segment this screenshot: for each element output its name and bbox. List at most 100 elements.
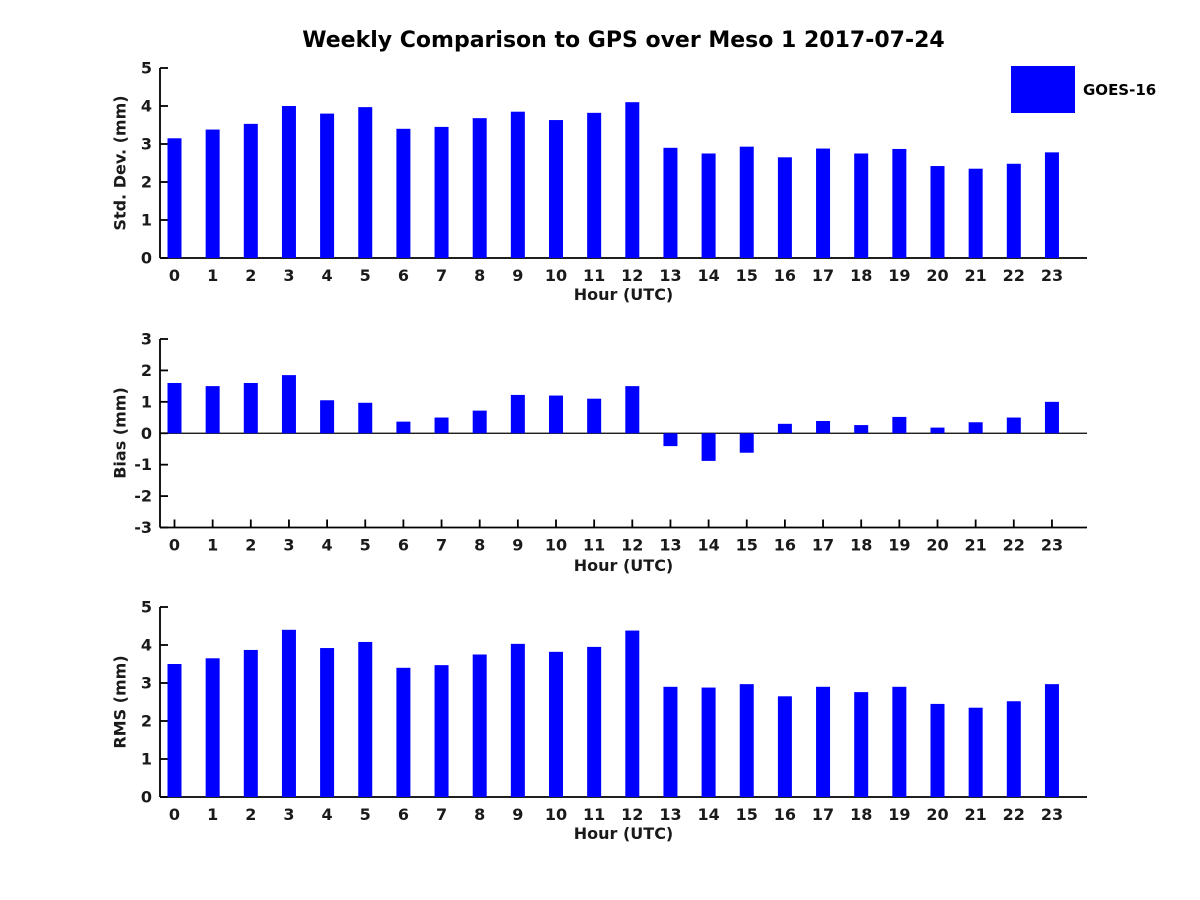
bar-hour-22	[1006, 701, 1021, 797]
bar-hour-8	[472, 410, 487, 434]
x-tick-label: 7	[436, 266, 447, 285]
x-tick-label: 20	[926, 266, 948, 285]
bar-hour-1	[205, 129, 220, 258]
x-tick-label: 12	[621, 805, 643, 824]
bar-hour-22	[1006, 417, 1021, 434]
y-tick-label: 2	[141, 712, 152, 731]
bar-hour-14	[701, 153, 716, 258]
bar-hour-0	[167, 382, 182, 434]
bar-hour-9	[510, 394, 525, 434]
bar-hour-15	[739, 684, 754, 797]
x-tick-label: 21	[965, 266, 987, 285]
x-tick-label: 10	[545, 536, 567, 555]
bar-hour-2	[243, 382, 258, 434]
xlabel-stddev: Hour (UTC)	[573, 285, 674, 304]
bar-hour-14	[701, 687, 716, 797]
x-tick-label: 2	[245, 266, 256, 285]
x-tick-label: 10	[545, 805, 567, 824]
bar-hour-11	[587, 646, 602, 797]
bar-hour-18	[854, 425, 869, 434]
x-tick-label: 7	[436, 805, 447, 824]
x-tick-label: 4	[322, 536, 333, 555]
bar-hour-22	[1006, 163, 1021, 258]
bar-hour-16	[777, 696, 792, 797]
x-tick-label: 13	[659, 266, 681, 285]
x-tick-label: 5	[360, 805, 371, 824]
y-tick-label: 1	[141, 211, 152, 230]
x-tick-label: 9	[512, 536, 523, 555]
bar-hour-10	[549, 120, 563, 258]
y-tick-label: -2	[134, 487, 152, 506]
bar-hour-6	[396, 128, 411, 258]
bar-hour-6	[396, 667, 411, 797]
bar-hour-19	[892, 416, 907, 434]
bar-hour-10	[549, 395, 563, 434]
bar-hour-2	[243, 123, 258, 258]
y-tick-label: 3	[141, 330, 152, 349]
x-tick-label: 14	[697, 536, 719, 555]
x-tick-label: 20	[926, 805, 948, 824]
x-tick-label: 17	[812, 266, 834, 285]
bar-hour-2	[243, 649, 258, 797]
bar-hour-11	[587, 112, 602, 258]
bar-hour-19	[892, 686, 907, 797]
bar-hour-4	[320, 648, 335, 797]
y-tick-label: 3	[141, 674, 152, 693]
bar-hour-20	[930, 427, 945, 434]
bar-hour-7	[434, 126, 449, 259]
x-tick-label: 12	[621, 266, 643, 285]
bar-hour-3	[281, 629, 296, 797]
bar-hour-5	[358, 641, 373, 797]
x-tick-label: 13	[659, 805, 681, 824]
y-tick-label: 3	[141, 135, 152, 154]
x-tick-label: 14	[697, 805, 719, 824]
bar-hour-8	[472, 118, 487, 258]
bar-hour-9	[510, 111, 525, 258]
chart-title: Weekly Comparison to GPS over Meso 1 201…	[302, 28, 945, 53]
x-tick-label: 1	[207, 266, 218, 285]
bar-hour-7	[434, 417, 449, 434]
bar-hour-1	[205, 386, 220, 434]
bar-hour-4	[320, 400, 335, 434]
y-tick-label: 0	[141, 788, 152, 807]
x-tick-label: 0	[169, 266, 180, 285]
x-tick-label: 2	[245, 536, 256, 555]
x-tick-label: 8	[474, 536, 485, 555]
y-tick-label: 5	[141, 598, 152, 617]
x-tick-label: 9	[512, 266, 523, 285]
y-tick-label: -1	[134, 455, 152, 474]
bar-hour-17	[816, 148, 831, 258]
x-tick-label: 16	[774, 805, 796, 824]
bar-hour-13	[663, 433, 678, 447]
bar-hour-0	[167, 138, 182, 258]
bar-hour-16	[777, 423, 792, 434]
x-tick-label: 4	[322, 266, 333, 285]
x-tick-label: 17	[812, 536, 834, 555]
bar-hour-21	[968, 422, 983, 434]
bar-hour-19	[892, 148, 907, 258]
bar-hour-17	[816, 420, 831, 434]
legend-label: GOES-16	[1083, 80, 1157, 99]
x-tick-label: 23	[1041, 536, 1063, 555]
x-tick-label: 16	[774, 266, 796, 285]
y-tick-label: 5	[141, 59, 152, 78]
x-tick-label: 19	[888, 536, 910, 555]
bar-hour-13	[663, 147, 678, 258]
x-tick-label: 22	[1003, 805, 1025, 824]
x-tick-label: 12	[621, 536, 643, 555]
bar-hour-15	[739, 146, 754, 258]
x-tick-label: 16	[774, 536, 796, 555]
x-tick-label: 18	[850, 805, 872, 824]
bar-hour-5	[358, 107, 373, 258]
bar-hour-13	[663, 686, 678, 797]
x-tick-label: 5	[360, 266, 371, 285]
y-tick-label: 2	[141, 173, 152, 192]
x-tick-label: 6	[398, 266, 409, 285]
y-tick-label: 0	[141, 249, 152, 268]
x-tick-label: 1	[207, 805, 218, 824]
y-tick-label: 1	[141, 750, 152, 769]
x-tick-label: 6	[398, 536, 409, 555]
x-tick-label: 3	[283, 266, 294, 285]
